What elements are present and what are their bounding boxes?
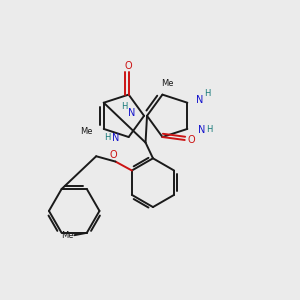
Text: Me: Me bbox=[160, 79, 173, 88]
Text: N: N bbox=[112, 133, 119, 143]
Text: Me: Me bbox=[80, 128, 93, 136]
Text: O: O bbox=[125, 61, 133, 71]
Text: O: O bbox=[188, 135, 195, 145]
Text: Me: Me bbox=[61, 231, 74, 240]
Text: N: N bbox=[198, 125, 205, 135]
Text: H: H bbox=[204, 89, 211, 98]
Text: H: H bbox=[206, 125, 213, 134]
Text: O: O bbox=[109, 150, 117, 160]
Text: N: N bbox=[196, 95, 203, 105]
Text: N: N bbox=[128, 108, 135, 118]
Text: H: H bbox=[121, 102, 127, 111]
Text: H: H bbox=[104, 134, 110, 142]
